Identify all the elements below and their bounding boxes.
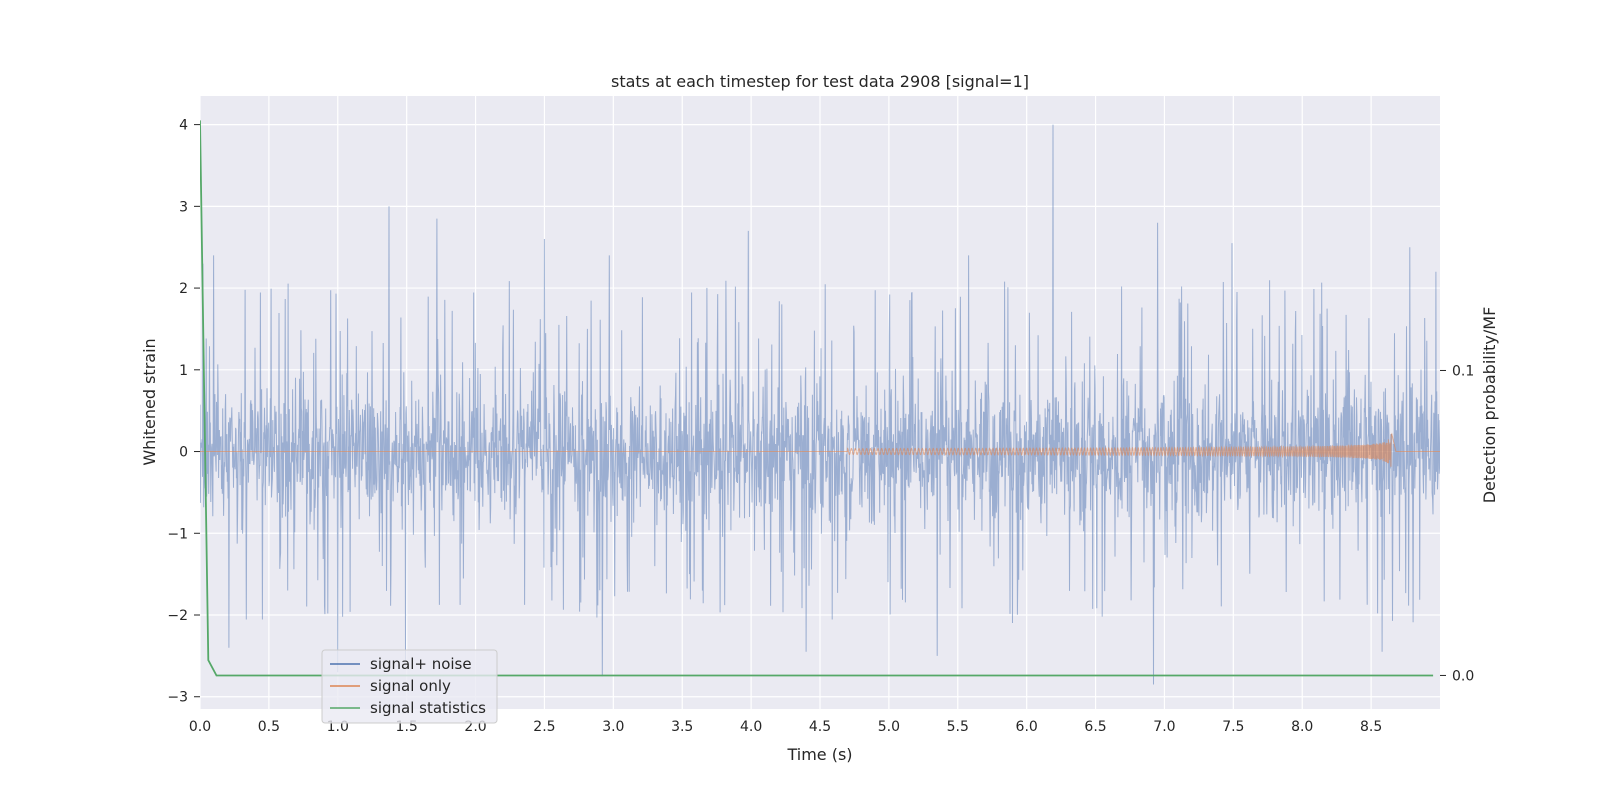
y-tick-label: −1 bbox=[167, 526, 188, 542]
x-tick-label: 6.5 bbox=[1084, 719, 1106, 735]
y-right-axis-ticks: 0.1 0.0 bbox=[1440, 363, 1474, 684]
x-tick-label: 8.0 bbox=[1291, 719, 1313, 735]
x-tick-label: 5.5 bbox=[947, 719, 969, 735]
series-line-signal-only bbox=[200, 432, 1440, 467]
x-tick-label: 2.5 bbox=[533, 719, 555, 735]
x-tick-label: 7.0 bbox=[1153, 719, 1175, 735]
x-tick-label: 7.5 bbox=[1222, 719, 1244, 735]
x-tick-label: 0.5 bbox=[258, 719, 280, 735]
y-tick-label: 0 bbox=[179, 445, 188, 461]
x-tick-label: 4.5 bbox=[809, 719, 831, 735]
x-axis-label: Time (s) bbox=[786, 745, 852, 764]
x-tick-label: 8.5 bbox=[1360, 719, 1382, 735]
series-line-signal-statistics bbox=[200, 120, 1434, 677]
series-line-signal-noise bbox=[200, 124, 1440, 685]
x-tick-label: 4.0 bbox=[740, 719, 762, 735]
x-tick-label: 3.0 bbox=[602, 719, 624, 735]
x-tick-label: 3.5 bbox=[671, 719, 693, 735]
chart-title: stats at each timestep for test data 290… bbox=[611, 72, 1029, 91]
x-tick-label: 5.0 bbox=[878, 719, 900, 735]
legend-label-signal-only: signal only bbox=[370, 677, 451, 695]
y-tick-label: −3 bbox=[167, 690, 188, 706]
x-tick-label: 6.0 bbox=[1016, 719, 1038, 735]
y-axis-label: Whitened strain bbox=[140, 338, 159, 465]
y-tick-label: 2 bbox=[179, 281, 188, 297]
y-tick-label: 4 bbox=[179, 118, 188, 134]
y-tick-label: 3 bbox=[179, 199, 188, 215]
legend-label-signal-statistics: signal statistics bbox=[370, 699, 486, 717]
y-tick-label: 1 bbox=[179, 363, 188, 379]
y-right-tick-label: 0.0 bbox=[1452, 668, 1474, 684]
y-right-axis-label: Detection probability/MF bbox=[1480, 307, 1499, 504]
y-axis-ticks: 4 3 2 1 0 −1 −2 −3 bbox=[167, 118, 200, 706]
legend: signal+ noise signal only signal statist… bbox=[321, 649, 498, 724]
y-right-tick-label: 0.1 bbox=[1452, 363, 1474, 379]
y-tick-label: −2 bbox=[167, 608, 188, 624]
legend-label-signal-noise: signal+ noise bbox=[370, 655, 472, 673]
legend-box bbox=[321, 649, 498, 724]
x-tick-label: 0.0 bbox=[189, 719, 211, 735]
